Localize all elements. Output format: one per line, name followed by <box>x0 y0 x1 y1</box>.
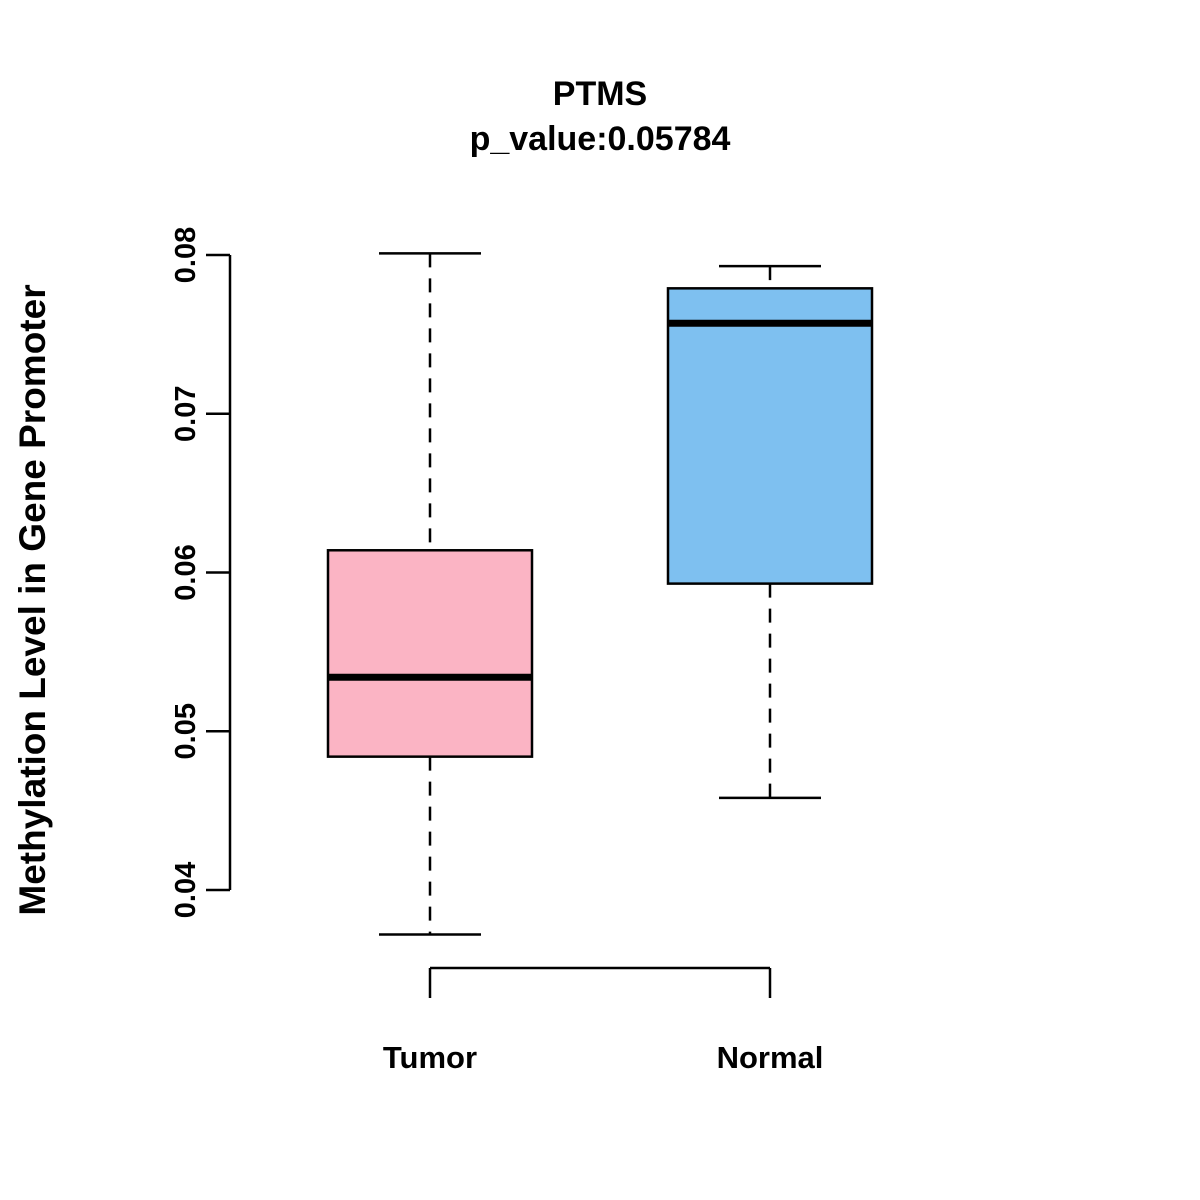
y-tick-label: 0.04 <box>170 862 202 918</box>
chart-title: PTMS <box>553 75 647 113</box>
normal-box <box>666 287 874 585</box>
x-category-label-normal: Normal <box>717 1040 824 1075</box>
y-tick-label: 0.08 <box>170 227 202 283</box>
y-tick-label: 0.05 <box>170 703 202 759</box>
x-category-label-tumor: Tumor <box>383 1040 477 1075</box>
y-tick-label: 0.07 <box>170 386 202 442</box>
y-axis-label: Methylation Level in Gene Promoter <box>12 284 53 915</box>
y-tick-label: 0.06 <box>170 544 202 600</box>
tumor-box <box>326 549 534 758</box>
chart-subtitle: p_value:0.05784 <box>470 120 731 158</box>
plot-area: 0.04 0.05 0.06 0.07 0.08 Tumor Normal <box>170 227 874 1075</box>
